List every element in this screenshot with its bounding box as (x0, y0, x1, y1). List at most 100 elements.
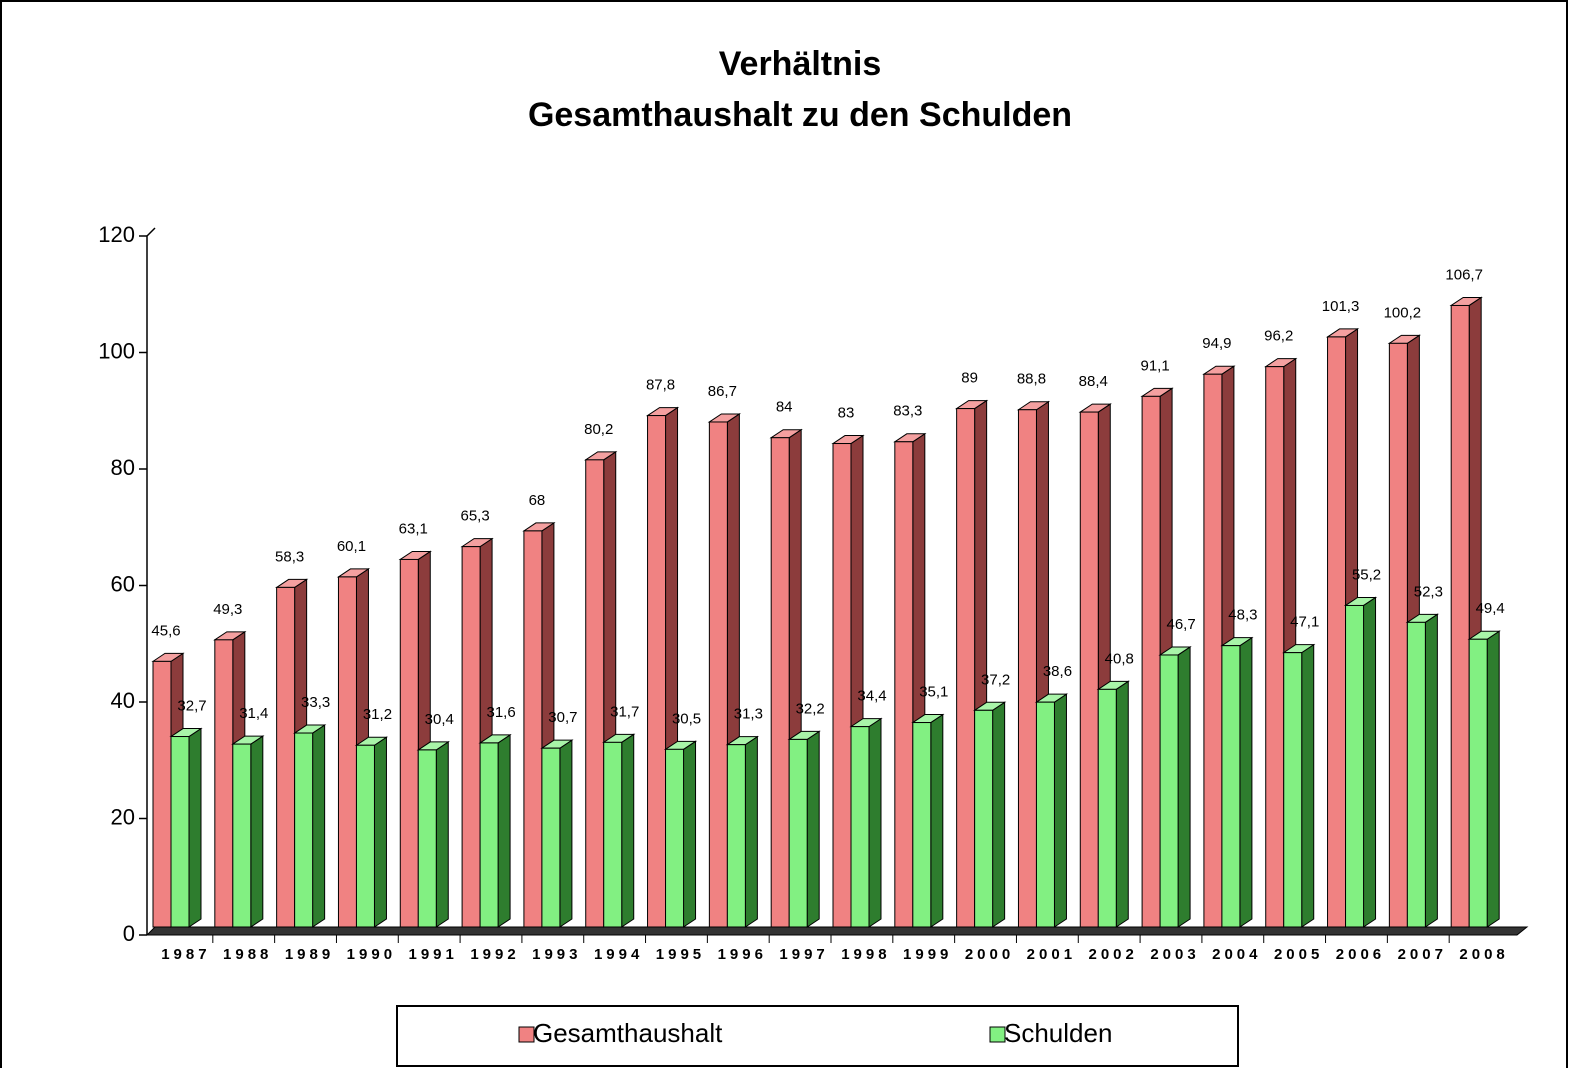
bar (956, 408, 976, 928)
bar-side (683, 740, 697, 928)
value-label: 83 (838, 404, 855, 421)
bar-side (435, 740, 449, 928)
legend-label: Gesamthaushalt (533, 1018, 723, 1048)
legend (396, 1005, 1239, 1067)
x-tick-label: 1993 (532, 946, 581, 963)
bar (1141, 395, 1161, 928)
y-tick-label: 100 (98, 338, 135, 363)
x-tick-label: 1990 (347, 946, 396, 963)
value-label: 31,2 (363, 706, 392, 723)
bar (1406, 621, 1426, 928)
value-label: 100,2 (1384, 304, 1422, 321)
x-tick-label: 2000 (965, 946, 1014, 963)
x-tick-label: 1987 (161, 946, 210, 963)
legend-swatch (989, 1026, 1006, 1043)
value-label: 35,1 (919, 684, 948, 701)
value-label: 37,2 (981, 671, 1010, 688)
value-label: 84 (776, 399, 793, 416)
x-tick-label: 1988 (223, 946, 272, 963)
value-label: 94,9 (1202, 335, 1231, 352)
value-label: 96,2 (1264, 328, 1293, 345)
bar-side (1177, 646, 1191, 928)
value-label: 30,5 (672, 710, 701, 727)
value-label: 47,1 (1290, 614, 1319, 631)
value-label: 31,4 (239, 705, 268, 722)
bar (1079, 411, 1099, 928)
bar (770, 437, 790, 928)
bar (585, 459, 605, 928)
legend-swatch (518, 1026, 535, 1043)
y-tick-label: 120 (98, 222, 135, 247)
bar-side (806, 730, 820, 928)
bar (832, 443, 852, 928)
x-tick-label: 2008 (1459, 946, 1508, 963)
bar-side (1239, 636, 1253, 928)
bar (276, 586, 296, 928)
x-tick-label: 2006 (1336, 946, 1385, 963)
bar (788, 738, 808, 928)
bar (461, 546, 481, 928)
bar (1450, 304, 1470, 928)
value-label: 87,8 (646, 377, 675, 394)
bar (894, 441, 914, 928)
legend-label: Schulden (1004, 1018, 1112, 1048)
value-label: 83,3 (893, 403, 922, 420)
x-tick-label: 2004 (1212, 946, 1261, 963)
y-tick-label: 80 (111, 455, 135, 480)
bar (1097, 688, 1117, 928)
value-label: 31,6 (486, 704, 515, 721)
bar-side (250, 735, 264, 928)
y-tick-label: 20 (111, 804, 135, 829)
y-tick-label: 0 (123, 921, 135, 946)
value-label: 91,1 (1140, 357, 1169, 374)
bar (355, 744, 375, 928)
bar (603, 741, 623, 928)
value-label: 49,3 (213, 601, 242, 618)
floor (145, 926, 1529, 936)
x-tick-label: 1997 (779, 946, 828, 963)
bar-side (621, 733, 635, 928)
x-tick-label: 1995 (656, 946, 705, 963)
bar (665, 748, 685, 928)
bar-side (1363, 596, 1377, 928)
bar-side (1053, 693, 1067, 928)
bar (850, 726, 870, 928)
bar (1283, 652, 1303, 928)
bar-side (497, 733, 511, 928)
x-tick-label: 1992 (470, 946, 519, 963)
y-tick-label: 40 (111, 688, 135, 713)
value-label: 40,8 (1105, 650, 1134, 667)
bar (294, 732, 314, 928)
value-label: 49,4 (1476, 600, 1505, 617)
x-tick-label: 1989 (285, 946, 334, 963)
value-label: 45,6 (151, 622, 180, 639)
bar (1159, 654, 1179, 928)
y-tick-label: 60 (111, 571, 135, 596)
bar-side (559, 739, 573, 928)
bar-side (188, 727, 202, 928)
bar (1388, 342, 1408, 928)
bar-side (1301, 643, 1315, 928)
bar (1345, 604, 1365, 928)
bar (1468, 638, 1488, 928)
bar (523, 530, 543, 928)
value-label: 33,3 (301, 694, 330, 711)
bar (152, 660, 172, 928)
value-label: 60,1 (337, 538, 366, 555)
bar (1203, 373, 1223, 928)
value-label: 68 (529, 492, 546, 509)
bar (232, 743, 252, 928)
bar (1017, 409, 1037, 928)
bar (337, 576, 357, 928)
value-label: 101,3 (1322, 298, 1360, 315)
bar-side (1115, 680, 1129, 928)
value-label: 106,7 (1445, 266, 1483, 283)
bar (214, 639, 234, 928)
value-label: 34,4 (857, 688, 886, 705)
bar (647, 415, 667, 928)
value-label: 46,7 (1166, 616, 1195, 633)
bar (1035, 701, 1055, 928)
value-label: 48,3 (1228, 607, 1257, 624)
x-tick-label: 2003 (1150, 946, 1199, 963)
